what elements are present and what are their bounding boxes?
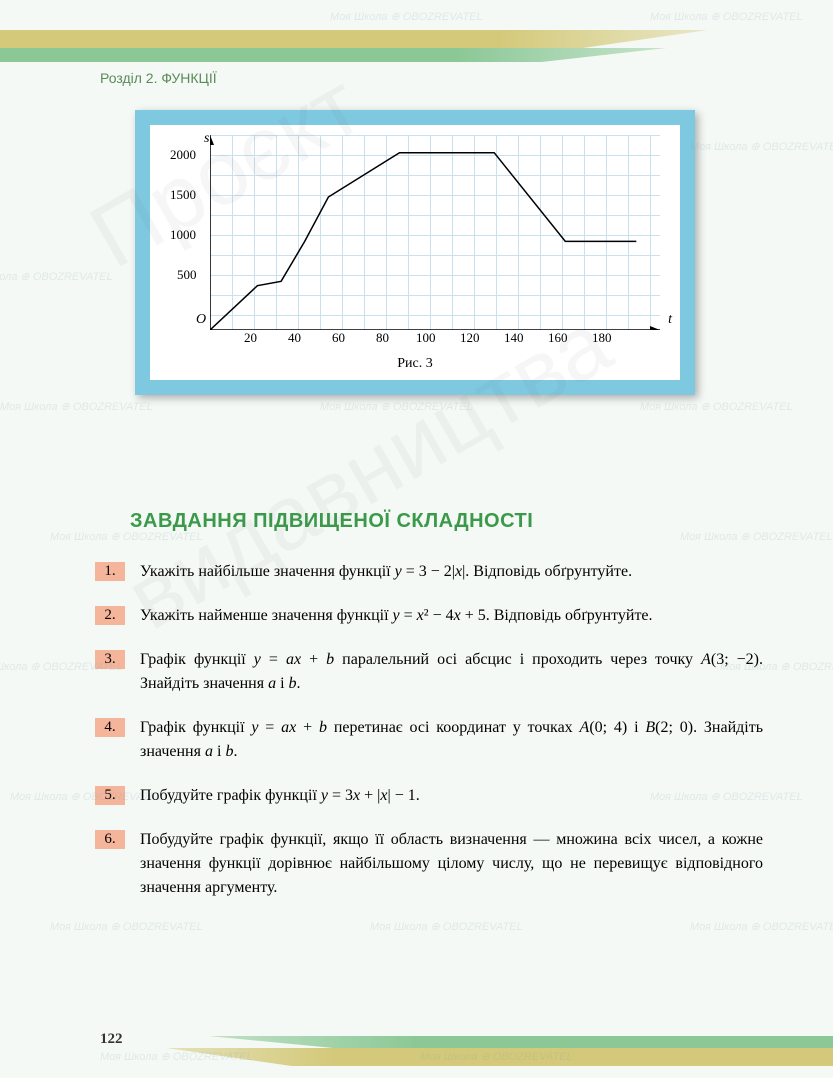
x-tick-label: 40 — [288, 330, 301, 346]
x-tick-label: 20 — [244, 330, 257, 346]
task-number: 1. — [95, 562, 125, 581]
chapter-header: Розділ 2. ФУНКЦІЇ — [100, 70, 217, 86]
task-number: 6. — [95, 830, 125, 849]
watermark-small: Моя Школа ⊕ OBOZREVATEL — [320, 400, 473, 413]
x-tick-label: 60 — [332, 330, 345, 346]
task-text: Графік функції y = ax + b перетинає осі … — [140, 716, 763, 764]
task-item: 1. Укажіть найбільше значення функції y … — [95, 560, 763, 584]
page-number: 122 — [100, 1031, 123, 1048]
task-text: Побудуйте графік функції y = 3x + |x| − … — [140, 784, 420, 808]
x-axis-symbol: t — [668, 312, 672, 328]
y-tick-label: 2000 — [170, 147, 196, 163]
x-tick-label: 140 — [504, 330, 524, 346]
watermark-small: Моя Школа ⊕ OBOZREVATEL — [680, 530, 833, 543]
watermark-small: Моя Школа ⊕ OBOZREVATEL — [50, 920, 203, 933]
task-number: 4. — [95, 718, 125, 737]
y-tick-label: 1500 — [170, 187, 196, 203]
chart-frame: s t O 2000 1500 1000 500 20 40 60 80 100… — [135, 110, 695, 395]
y-tick-label: 500 — [177, 267, 197, 283]
task-number: 2. — [95, 606, 125, 625]
chart-inner: s t O 2000 1500 1000 500 20 40 60 80 100… — [150, 125, 680, 380]
section-title: ЗАВДАННЯ ПІДВИЩЕНОЇ СКЛАДНОСТІ — [130, 510, 533, 533]
task-text: Укажіть найменше значення функції y = x²… — [140, 604, 653, 628]
task-item: 4. Графік функції y = ax + b перетинає о… — [95, 716, 763, 764]
bottom-decor-green — [0, 1036, 833, 1048]
task-item: 6. Побудуйте графік функції, якщо її обл… — [95, 828, 763, 900]
task-text: Укажіть найбільше значення функції y = 3… — [140, 560, 632, 584]
origin-symbol: O — [196, 312, 206, 328]
chart-caption: Рис. 3 — [150, 356, 680, 372]
task-number: 5. — [95, 786, 125, 805]
task-item: 5. Побудуйте графік функції y = 3x + |x|… — [95, 784, 763, 808]
bottom-decor-yellow — [0, 1048, 833, 1066]
tasks-list: 1. Укажіть найбільше значення функції y … — [95, 560, 763, 920]
watermark-small: Моя Школа ⊕ OBOZREVATEL — [690, 920, 833, 933]
x-tick-label: 120 — [460, 330, 480, 346]
task-text: Побудуйте графік функції, якщо її област… — [140, 828, 763, 900]
x-tick-label: 100 — [416, 330, 436, 346]
watermark-small: Моя Школа ⊕ OBOZREVATEL — [690, 140, 833, 153]
watermark-small: Моя Школа ⊕ OBOZREVATEL — [640, 400, 793, 413]
task-text: Графік функції y = ax + b паралельний ос… — [140, 648, 763, 696]
x-tick-label: 180 — [592, 330, 612, 346]
top-decor-yellow — [0, 30, 833, 48]
watermark-small: Моя Школа ⊕ OBOZREVATEL — [370, 920, 523, 933]
y-tick-label: 1000 — [170, 227, 196, 243]
x-tick-label: 80 — [376, 330, 389, 346]
top-decor-green — [0, 48, 833, 62]
watermark-small: Моя Школа ⊕ OBOZREVATEL — [330, 10, 483, 23]
watermark-small: Моя Школа ⊕ OBOZREVATEL — [0, 270, 113, 283]
task-item: 2. Укажіть найменше значення функції y =… — [95, 604, 763, 628]
task-item: 3. Графік функції y = ax + b паралельний… — [95, 648, 763, 696]
y-axis-symbol: s — [204, 131, 209, 147]
x-tick-label: 160 — [548, 330, 568, 346]
watermark-small: Моя Школа ⊕ OBOZREVATEL — [0, 400, 153, 413]
watermark-small: Моя Школа ⊕ OBOZREVATEL — [650, 10, 803, 23]
task-number: 3. — [95, 650, 125, 669]
chart-svg — [210, 135, 660, 330]
